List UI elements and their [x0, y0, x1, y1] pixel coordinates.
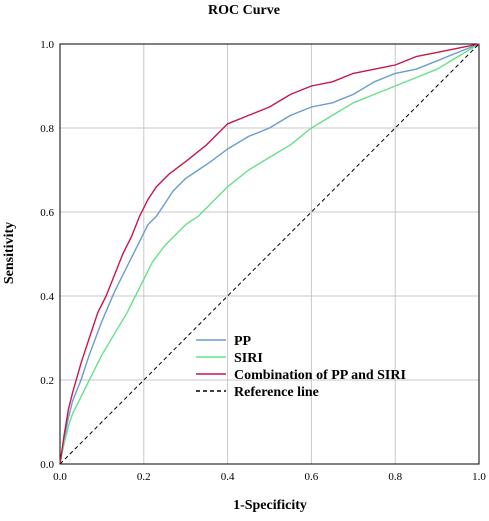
legend-label: Reference line [234, 385, 319, 400]
x-tick-label: 0.0 [53, 471, 67, 483]
series-line-reference-line [59, 43, 480, 465]
plot-frame [59, 43, 480, 465]
y-tick-label: 0.6 [40, 207, 54, 219]
series-lines [59, 43, 480, 465]
y-tick-label: 0.4 [40, 291, 54, 303]
legend-label: SIRI [234, 351, 263, 366]
x-axis-label: 1-Specificity [233, 498, 307, 513]
series-line-combination-of-pp-and-siri [59, 43, 480, 465]
grid-lines [60, 44, 479, 464]
x-tick-label: 0.6 [305, 471, 319, 483]
x-tick-label: 1.0 [472, 471, 486, 483]
x-tick-label: 0.2 [137, 471, 151, 483]
x-axis-ticks: 0.0 0.2 0.4 0.6 0.8 1.0 [53, 471, 486, 483]
y-tick-label: 0.0 [40, 459, 54, 471]
x-tick-label: 0.4 [221, 471, 235, 483]
y-tick-label: 0.2 [40, 375, 54, 387]
legend-label: Combination of PP and SIRI [234, 368, 406, 383]
x-tick-label: 0.8 [388, 471, 402, 483]
y-tick-label: 1.0 [40, 39, 54, 51]
y-axis-ticks: 0.0 0.2 0.4 0.6 0.8 1.0 [40, 39, 54, 471]
legend: PP SIRI Combination of PP and SIRI Referenc… [196, 334, 406, 400]
chart-title: ROC Curve [208, 3, 280, 18]
legend-label: PP [234, 334, 252, 349]
series-line-siri [59, 43, 480, 465]
y-axis-label: Sensitivity [2, 222, 17, 284]
series-line-pp [59, 43, 480, 465]
y-tick-label: 0.8 [40, 123, 54, 135]
